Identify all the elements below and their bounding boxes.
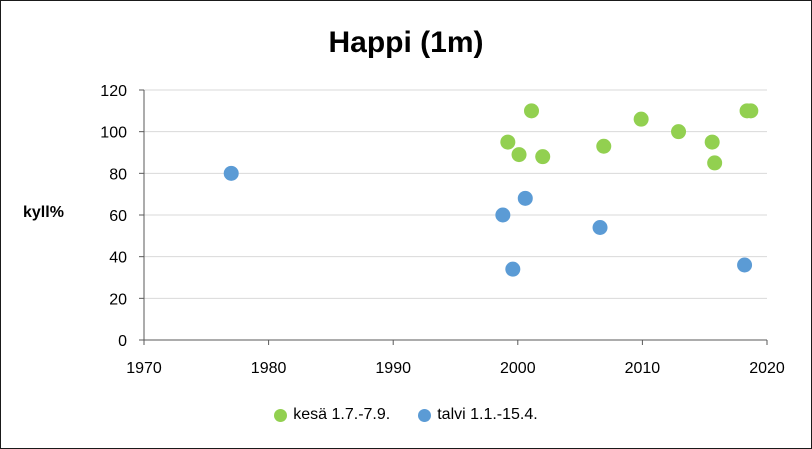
axes <box>139 89 768 345</box>
y-axis-label: kyll% <box>23 204 64 221</box>
x-tick-label: 1970 <box>126 360 162 377</box>
legend-item-summer: kesä 1.7.-7.9. <box>274 405 390 425</box>
y-tick-label: 40 <box>109 250 127 267</box>
legend-label-winter: talvi 1.1.-15.4. <box>437 406 538 423</box>
y-tick-label: 0 <box>118 333 127 350</box>
legend: kesä 1.7.-7.9. talvi 1.1.-15.4. <box>1 405 811 425</box>
legend-label-summer: kesä 1.7.-7.9. <box>293 406 391 423</box>
legend-marker-summer <box>274 408 288 422</box>
y-tick-label: 80 <box>109 166 127 183</box>
x-tick-label: 2020 <box>749 360 785 377</box>
data-point-summer <box>535 149 551 165</box>
data-point-winter <box>592 220 608 235</box>
data-point-summer <box>671 124 687 140</box>
y-tick-labels: 0 20 40 60 80 100 120 <box>100 83 127 350</box>
x-tick-label: 1980 <box>251 360 287 377</box>
gridlines <box>144 89 767 299</box>
data-point-summer <box>500 134 516 150</box>
chart-title: Happi (1m) <box>328 26 484 59</box>
data-point-winter <box>505 261 521 277</box>
data-point-winter <box>495 207 511 223</box>
data-point-summer <box>524 103 540 119</box>
data-point-summer <box>707 155 723 171</box>
x-tick-label: 1990 <box>375 360 411 377</box>
data-point-winter <box>223 165 239 181</box>
data-point-summer <box>633 111 649 127</box>
y-tick-label: 60 <box>109 208 127 225</box>
data-point-summer <box>704 134 720 150</box>
y-tick-label: 120 <box>100 83 127 100</box>
data-point-winter <box>737 257 753 273</box>
data-point-summer <box>511 147 527 163</box>
data-point-summer <box>743 103 759 119</box>
legend-item-winter: talvi 1.1.-15.4. <box>418 405 538 425</box>
x-tick-label: 2010 <box>625 360 661 377</box>
data-points <box>223 103 759 277</box>
x-tick-label: 2000 <box>500 360 536 377</box>
data-point-summer <box>596 138 612 154</box>
y-tick-label: 100 <box>100 125 127 142</box>
legend-marker-winter <box>418 408 432 422</box>
y-tick-label: 20 <box>109 291 127 308</box>
data-point-winter <box>517 190 533 206</box>
x-tick-labels: 1970 1980 1990 2000 2010 2020 <box>126 360 785 377</box>
